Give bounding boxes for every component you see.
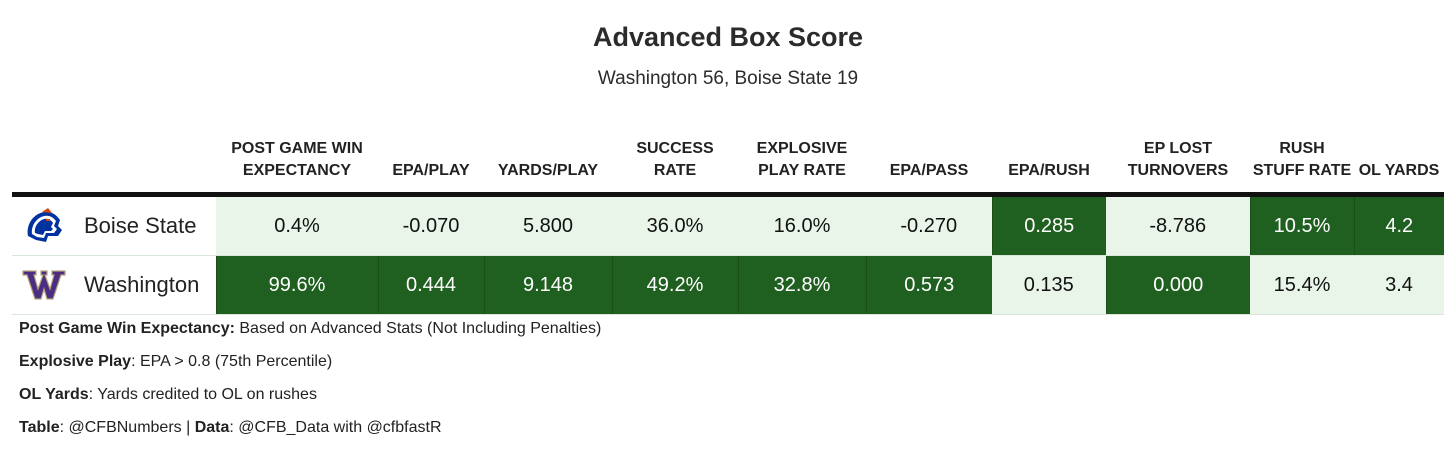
chart-subtitle: Washington 56, Boise State 19 [597, 68, 859, 89]
value-cell-epa_pass: 0.573 [865, 255, 992, 315]
column-header-epa_play: EPA/PLAY [378, 110, 484, 197]
column-header-win_exp: POST GAME WIN EXPECTANCY [216, 110, 378, 197]
value-cell-ol_yards: 4.2 [1353, 194, 1444, 256]
value-cell-success_rate: 36.0% [612, 194, 738, 256]
value-cell-ol_yards: 3.4 [1354, 255, 1444, 315]
value-cell-ep_lost_to: -8.786 [1106, 194, 1250, 256]
footnote-text: : EPA > 0.8 (75th Percentile) [131, 353, 333, 370]
footnote-label: Post Game Win Expectancy: [19, 320, 235, 337]
table-body: Boise State 0.4% -0.070 5.800 36.0% 16.0% -0.2… [12, 194, 1444, 315]
credit-line: Table: @CFBNumbers | Data: @CFB_Data wit… [19, 417, 601, 450]
column-header-success_rate: SUCCESS RATE [612, 110, 738, 197]
value-cell-win_exp: 99.6% [215, 255, 378, 315]
column-header-team [12, 110, 216, 197]
column-header-ol_yards: OL YARDS [1354, 110, 1444, 197]
credit-table-label: Table [19, 419, 60, 436]
value-cell-epa_rush: 0.285 [991, 194, 1106, 256]
value-cell-yards_play: 5.800 [484, 194, 612, 256]
team-name: Washington [84, 272, 200, 297]
value-cell-epa_rush: 0.135 [992, 255, 1106, 315]
value-cell-rush_stuff: 15.4% [1250, 255, 1354, 315]
table-row: Washington 99.6% 0.444 9.148 49.2% 32.8% 0.573… [12, 255, 1444, 315]
footnote-line: OL Yards: Yards credited to OL on rushes [19, 384, 601, 417]
column-header-yards_play: YARDS/PLAY [484, 110, 612, 197]
column-header-epa_rush: EPA/RUSH [992, 110, 1106, 197]
header-row: POST GAME WIN EXPECTANCY EPA/PLAY YARDS/PL… [12, 110, 1444, 197]
value-cell-explosive_rate: 32.8% [737, 255, 866, 315]
column-header-explosive_rate: EXPLOSIVE PLAY RATE [738, 110, 866, 197]
value-cell-yards_play: 9.148 [483, 255, 612, 315]
value-cell-rush_stuff: 10.5% [1249, 194, 1354, 256]
boise-state-bronco-logo [18, 206, 70, 246]
column-header-rush_stuff: RUSH STUFF RATE [1250, 110, 1354, 197]
value-cell-win_exp: 0.4% [216, 194, 378, 256]
footnotes: Post Game Win Expectancy: Based on Advan… [19, 318, 601, 450]
footnote-label: OL Yards [19, 386, 89, 403]
washington-w-logo [18, 265, 70, 305]
team-cell: Washington [12, 255, 216, 315]
footnote-text: : Yards credited to OL on rushes [88, 386, 317, 403]
credit-data-text: : @CFB_Data with @cfbfastR [229, 419, 442, 436]
column-header-epa_pass: EPA/PASS [866, 110, 992, 197]
team-cell: Boise State [12, 194, 216, 256]
team-name: Boise State [84, 213, 197, 238]
credit-data-label: Data [194, 419, 230, 436]
footnote-line: Explosive Play: EPA > 0.8 (75th Percenti… [19, 351, 601, 384]
value-cell-epa_play: 0.444 [377, 255, 484, 315]
table-row: Boise State 0.4% -0.070 5.800 36.0% 16.0% -0.2… [12, 194, 1444, 256]
value-cell-explosive_rate: 16.0% [738, 194, 866, 256]
column-header-ep_lost_to: EP LOST TURNOVERS [1106, 110, 1250, 197]
footnote-text: Based on Advanced Stats (Not Including P… [234, 320, 602, 337]
value-cell-success_rate: 49.2% [611, 255, 738, 315]
credit-table-text: : @CFBNumbers | [59, 419, 195, 436]
value-cell-ep_lost_to: 0.000 [1105, 255, 1250, 315]
value-cell-epa_pass: -0.270 [866, 194, 992, 256]
advanced-box-score-table: POST GAME WIN EXPECTANCY EPA/PLAY YARDS/PL… [12, 110, 1444, 315]
value-cell-epa_play: -0.070 [378, 194, 484, 256]
chart-title: Advanced Box Score [592, 22, 864, 52]
footnote-line: Post Game Win Expectancy: Based on Advan… [19, 318, 601, 351]
footnote-label: Explosive Play [19, 353, 132, 370]
